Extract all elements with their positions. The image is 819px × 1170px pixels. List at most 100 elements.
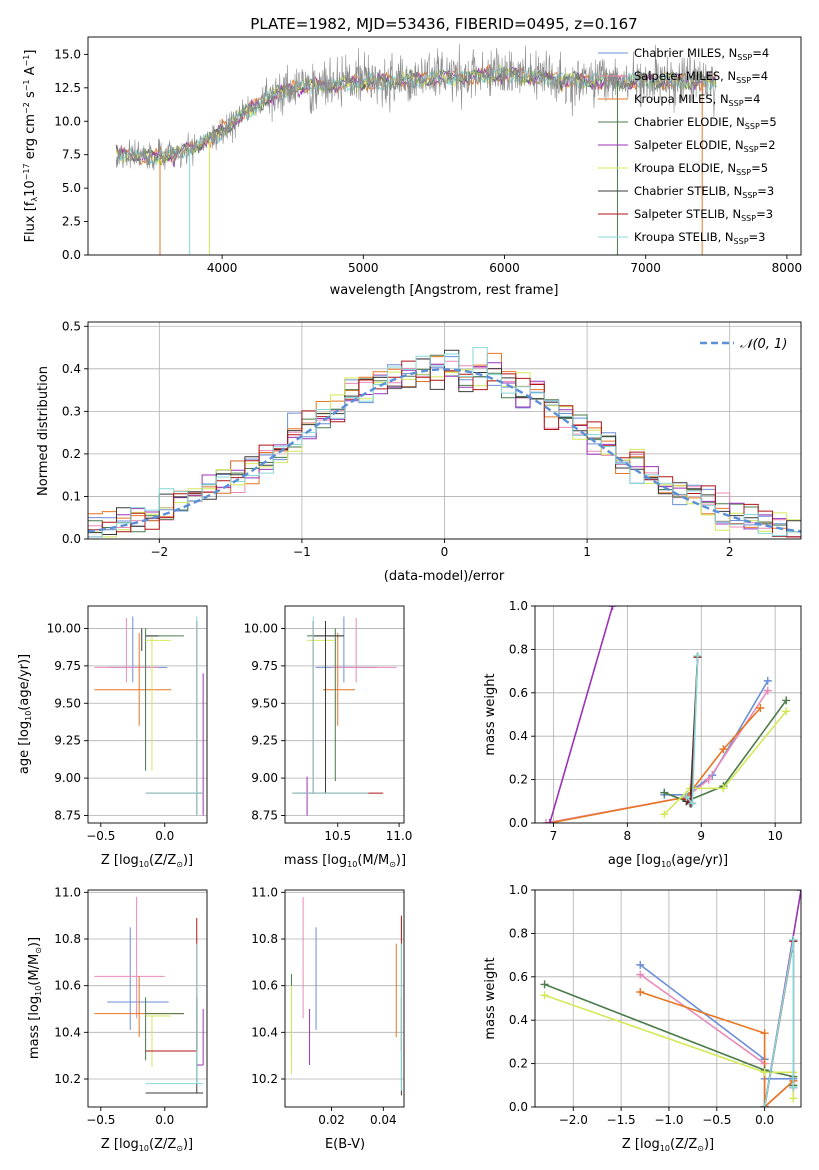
x-axis-label: age [log10(age/yr)]	[608, 853, 728, 869]
y-tick-label: 0.2	[509, 773, 528, 787]
y-tick-label: 10.4	[251, 1025, 278, 1039]
plot-area-spectrum	[115, 43, 717, 255]
y-tick-label: 0.4	[509, 729, 528, 743]
label-part: (Z/Z	[149, 853, 176, 868]
legend-label: 𝒩(0, 1)	[740, 337, 787, 352]
label-part: )]	[183, 1137, 193, 1152]
label-part: Salpeter ELODIE, N	[634, 138, 744, 152]
plot-area-weight_vs_Z	[535, 890, 801, 1107]
weight-line-kroupa_miles	[549, 707, 761, 823]
weight-line-chabrier_miles	[664, 680, 769, 796]
y-tick-label: 10.2	[54, 1072, 81, 1086]
y-tick-label: 0.4	[509, 1013, 528, 1027]
y-tick-label: 0.0	[62, 532, 81, 546]
x-tick-label: 0	[441, 545, 449, 559]
y-tick-label: 0.0	[509, 1100, 528, 1114]
weight-marker	[636, 960, 645, 969]
y-tick-label: 10.4	[54, 1025, 81, 1039]
y-tick-label: 10.8	[251, 932, 278, 946]
label-part: SSP	[741, 214, 756, 223]
y-axis-label: Normed distribution	[36, 366, 51, 496]
y-tick-label: 10.00	[244, 621, 278, 635]
weight-marker	[763, 676, 772, 685]
label-part: age [log	[17, 721, 32, 774]
x-axis-label: Z [log10(Z/Z⊙)]	[101, 853, 193, 869]
label-part: E(B-V)	[325, 1137, 365, 1152]
legend-label: Chabrier ELODIE, NSSP=5	[634, 115, 777, 131]
x-axis-label: E(B-V)	[325, 1137, 365, 1152]
plot-area-age_vs_Z	[88, 616, 207, 816]
y-tick-label: 9.75	[251, 659, 278, 673]
x-tick-label: 0.0	[755, 1113, 774, 1127]
label-part: 10	[34, 986, 43, 996]
axes-frame	[87, 36, 802, 256]
weight-marker	[760, 1103, 769, 1107]
label-part: Kroupa STELIB, N	[634, 230, 734, 244]
weight-marker	[789, 935, 798, 944]
weight-marker	[688, 799, 697, 808]
label-part: 10	[660, 1144, 670, 1153]
weight-marker	[789, 1094, 798, 1103]
label-part: 10	[139, 860, 149, 869]
y-tick-label: 9.50	[54, 696, 81, 710]
legend-label: Chabrier STELIB, NSSP=3	[634, 184, 774, 200]
label-part: =3	[756, 207, 773, 221]
y-tick-label: 9.75	[54, 659, 81, 673]
label-part: Z [log	[101, 853, 139, 868]
label-part: =4	[752, 46, 769, 60]
weight-marker	[782, 696, 791, 705]
label-part: 10	[347, 860, 357, 869]
y-tick-label: 8.75	[54, 809, 81, 823]
label-part: Z [log	[101, 1137, 139, 1152]
label-part: 10	[24, 711, 33, 721]
y-tick-label: 15.0	[54, 47, 81, 61]
weight-marker	[636, 970, 645, 979]
label-part: )]	[704, 1137, 714, 1152]
label-part: age [log	[608, 853, 661, 868]
observed-spectrum	[115, 43, 717, 171]
weight-line-salpeter_stelib	[685, 656, 699, 806]
weight-line-salpeter_elodie	[549, 606, 614, 823]
label-part: Kroupa ELODIE, N	[634, 161, 736, 175]
x-tick-label: 0.0	[155, 1113, 174, 1127]
label-part: =2	[759, 138, 776, 152]
y-tick-label: 9.00	[54, 771, 81, 785]
y-tick-label: 9.00	[251, 771, 278, 785]
label-part: ⊙	[34, 947, 43, 954]
axes-frame	[87, 605, 208, 824]
label-part: ⊙	[176, 1144, 183, 1153]
label-part: SSP	[736, 76, 751, 85]
y-tick-label: 0.2	[62, 447, 81, 461]
weight-marker	[542, 819, 551, 823]
weight-marker	[608, 606, 617, 610]
label-part: SSP	[742, 191, 757, 200]
y-tick-label: 10.8	[54, 932, 81, 946]
weight-marker	[719, 745, 728, 754]
x-axis-label: wavelength [Angstrom, rest frame]	[330, 283, 559, 298]
y-tick-label: 0.0	[509, 816, 528, 830]
y-axis-label: mass weight	[483, 957, 498, 1039]
y-axis-label: mass [log10(M/M⊙)]	[27, 937, 43, 1059]
axes-frame	[87, 889, 208, 1108]
label-part: )]	[27, 937, 42, 947]
axes-frame	[284, 889, 405, 1108]
label-part: ⊙	[176, 860, 183, 869]
x-tick-label: 7000	[630, 261, 661, 275]
x-tick-label: −0.5	[86, 1113, 115, 1127]
label-part: )]	[183, 853, 193, 868]
label-part: =5	[760, 115, 777, 129]
weight-marker	[789, 1083, 798, 1092]
label-part: Chabrier MILES, N	[634, 46, 737, 60]
chart-title: PLATE=1982, MJD=53436, FIBERID=0495, z=0…	[250, 15, 637, 33]
weight-marker	[782, 707, 791, 716]
label-part: =4	[744, 92, 761, 106]
y-tick-label: 9.50	[251, 696, 278, 710]
y-tick-label: 5.0	[62, 181, 81, 195]
label-part: SSP	[744, 145, 759, 154]
x-tick-label: −2.0	[559, 1113, 588, 1127]
weight-marker	[636, 987, 645, 996]
y-tick-label: 10.2	[251, 1072, 278, 1086]
label-part: Chabrier STELIB, N	[634, 184, 742, 198]
weight-marker	[682, 792, 691, 801]
